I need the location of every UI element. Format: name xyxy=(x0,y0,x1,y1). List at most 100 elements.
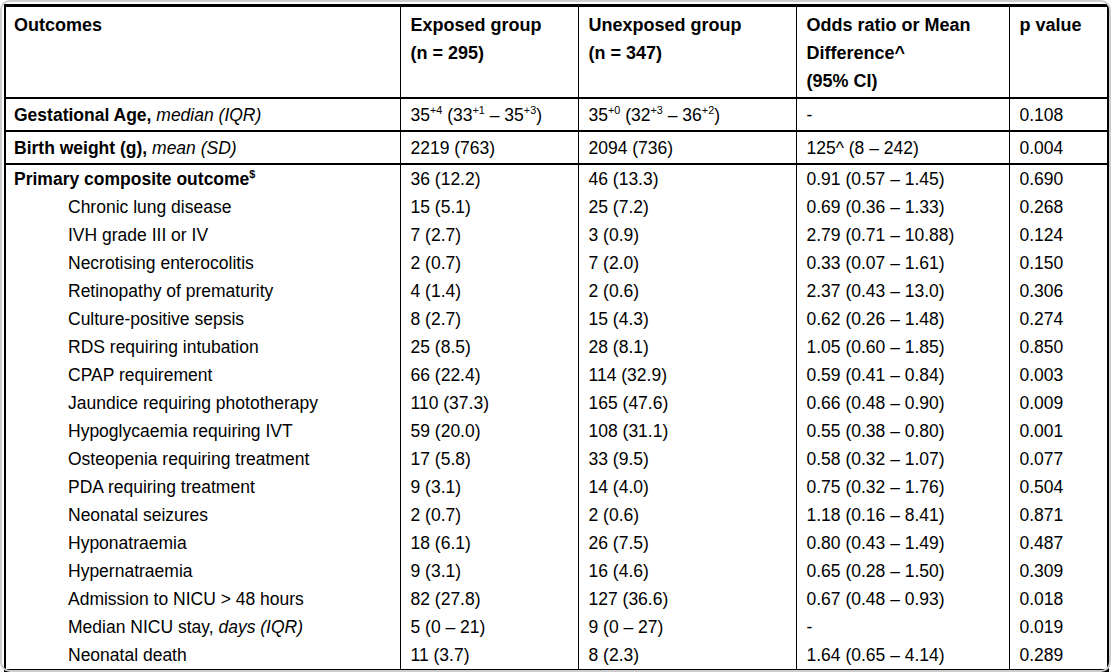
exposed-value: 4 (1.4) xyxy=(400,277,578,305)
odds-ratio-value: 0.75 (0.32 – 1.76) xyxy=(796,473,1009,501)
exposed-value: 36 (12.2) xyxy=(400,164,578,193)
exposed-value: 66 (22.4) xyxy=(400,361,578,389)
p-value: 0.289 xyxy=(1009,641,1108,671)
odds-ratio-value: 0.80 (0.43 – 1.49) xyxy=(796,529,1009,557)
outcome-label: Retinopathy of prematurity xyxy=(5,277,400,305)
p-value: 0.850 xyxy=(1009,333,1108,361)
table-row: Gestational Age, median (IQR)35+4 (33+1 … xyxy=(5,98,1108,131)
outcome-label: IVH grade III or IV xyxy=(5,221,400,249)
odds-ratio-value: 1.05 (0.60 – 1.85) xyxy=(796,333,1009,361)
p-value: 0.306 xyxy=(1009,277,1108,305)
odds-ratio-value: 0.62 (0.26 – 1.48) xyxy=(796,305,1009,333)
unexposed-value: 35+0 (32+3 – 36+2) xyxy=(578,98,796,131)
exposed-value: 82 (27.8) xyxy=(400,585,578,613)
unexposed-value: 33 (9.5) xyxy=(578,445,796,473)
outcome-label: CPAP requirement xyxy=(5,361,400,389)
odds-ratio-value: 1.18 (0.16 – 8.41) xyxy=(796,501,1009,529)
p-value: 0.124 xyxy=(1009,221,1108,249)
p-value: 0.018 xyxy=(1009,585,1108,613)
p-value: 0.487 xyxy=(1009,529,1108,557)
p-value: 0.504 xyxy=(1009,473,1108,501)
header-label: Unexposed group xyxy=(589,11,792,39)
unexposed-value: 16 (4.6) xyxy=(578,557,796,585)
exposed-value: 2219 (763) xyxy=(400,131,578,164)
table-row: Retinopathy of prematurity4 (1.4)2 (0.6)… xyxy=(5,277,1108,305)
odds-ratio-value: 0.67 (0.48 – 0.93) xyxy=(796,585,1009,613)
outcome-label: Gestational Age, median (IQR) xyxy=(5,98,400,131)
odds-ratio-value: 0.55 (0.38 – 0.80) xyxy=(796,417,1009,445)
header-sub-label: (n = 295) xyxy=(411,39,574,67)
odds-ratio-value: 2.79 (0.71 – 10.88) xyxy=(796,221,1009,249)
outcome-label: Jaundice requiring phototherapy xyxy=(5,389,400,417)
outcome-label: Hyponatraemia xyxy=(5,529,400,557)
outcomes-table: Outcomes Exposed group (n = 295) Unexpos… xyxy=(4,4,1109,672)
p-value: 0.268 xyxy=(1009,193,1108,221)
header-label: p value xyxy=(1020,11,1104,39)
table-row: IVH grade III or IV7 (2.7)3 (0.9)2.79 (0… xyxy=(5,221,1108,249)
exposed-value: 110 (37.3) xyxy=(400,389,578,417)
header-label: Outcomes xyxy=(14,11,396,39)
exposed-value: 7 (2.7) xyxy=(400,221,578,249)
outcome-label: Necrotising enterocolitis xyxy=(5,249,400,277)
p-value: 0.019 xyxy=(1009,613,1108,641)
p-value: 0.690 xyxy=(1009,164,1108,193)
table-row: CPAP requirement66 (22.4)114 (32.9)0.59 … xyxy=(5,361,1108,389)
unexposed-value: 15 (4.3) xyxy=(578,305,796,333)
outcome-label: RDS requiring intubation xyxy=(5,333,400,361)
unexposed-value: 108 (31.1) xyxy=(578,417,796,445)
p-value: 0.108 xyxy=(1009,98,1108,131)
unexposed-value: 46 (13.3) xyxy=(578,164,796,193)
exposed-value: 2 (0.7) xyxy=(400,501,578,529)
table-row: Neonatal death11 (3.7)8 (2.3)1.64 (0.65 … xyxy=(5,641,1108,671)
table-row: Necrotising enterocolitis2 (0.7)7 (2.0)0… xyxy=(5,249,1108,277)
col-header-exposed-group: Exposed group (n = 295) xyxy=(400,6,578,99)
exposed-value: 59 (20.0) xyxy=(400,417,578,445)
p-value: 0.003 xyxy=(1009,361,1108,389)
odds-ratio-value: 125^ (8 – 242) xyxy=(796,131,1009,164)
table-row: Admission to NICU > 48 hours82 (27.8)127… xyxy=(5,585,1108,613)
exposed-value: 9 (3.1) xyxy=(400,473,578,501)
unexposed-value: 165 (47.6) xyxy=(578,389,796,417)
outcome-label: Neonatal seizures xyxy=(5,501,400,529)
table-row: Chronic lung disease15 (5.1)25 (7.2)0.69… xyxy=(5,193,1108,221)
header-label: Exposed group xyxy=(411,11,574,39)
outcome-label: Median NICU stay, days (IQR) xyxy=(5,613,400,641)
outcome-label: Hypoglycaemia requiring IVT xyxy=(5,417,400,445)
outcome-label: Neonatal death xyxy=(5,641,400,671)
table-row: PDA requiring treatment9 (3.1)14 (4.0)0.… xyxy=(5,473,1108,501)
p-value: 0.274 xyxy=(1009,305,1108,333)
exposed-value: 5 (0 – 21) xyxy=(400,613,578,641)
p-value: 0.871 xyxy=(1009,501,1108,529)
unexposed-value: 114 (32.9) xyxy=(578,361,796,389)
unexposed-value: 9 (0 – 27) xyxy=(578,613,796,641)
unexposed-value: 25 (7.2) xyxy=(578,193,796,221)
unexposed-value: 26 (7.5) xyxy=(578,529,796,557)
p-value: 0.150 xyxy=(1009,249,1108,277)
p-value: 0.077 xyxy=(1009,445,1108,473)
unexposed-value: 3 (0.9) xyxy=(578,221,796,249)
outcome-label: Hypernatraemia xyxy=(5,557,400,585)
exposed-value: 15 (5.1) xyxy=(400,193,578,221)
table-row: Hypoglycaemia requiring IVT59 (20.0)108 … xyxy=(5,417,1108,445)
outcome-label: Chronic lung disease xyxy=(5,193,400,221)
odds-ratio-value: 0.69 (0.36 – 1.33) xyxy=(796,193,1009,221)
exposed-value: 17 (5.8) xyxy=(400,445,578,473)
unexposed-value: 8 (2.3) xyxy=(578,641,796,671)
table-row: Culture-positive sepsis8 (2.7)15 (4.3)0.… xyxy=(5,305,1108,333)
paper-table-screenshot: Outcomes Exposed group (n = 295) Unexpos… xyxy=(0,0,1111,672)
exposed-value: 2 (0.7) xyxy=(400,249,578,277)
table-row: Hyponatraemia18 (6.1)26 (7.5)0.80 (0.43 … xyxy=(5,529,1108,557)
outcome-label: Primary composite outcome$ xyxy=(5,164,400,193)
p-value: 0.009 xyxy=(1009,389,1108,417)
odds-ratio-value: - xyxy=(796,98,1009,131)
exposed-value: 25 (8.5) xyxy=(400,333,578,361)
unexposed-value: 2094 (736) xyxy=(578,131,796,164)
header-sub-label: (95% CI) xyxy=(807,67,1005,95)
odds-ratio-value: 0.65 (0.28 – 1.50) xyxy=(796,557,1009,585)
outcome-label: Birth weight (g), mean (SD) xyxy=(5,131,400,164)
col-header-outcomes: Outcomes xyxy=(5,6,400,99)
col-header-p-value: p value xyxy=(1009,6,1108,99)
unexposed-value: 14 (4.0) xyxy=(578,473,796,501)
unexposed-value: 2 (0.6) xyxy=(578,501,796,529)
exposed-value: 11 (3.7) xyxy=(400,641,578,671)
